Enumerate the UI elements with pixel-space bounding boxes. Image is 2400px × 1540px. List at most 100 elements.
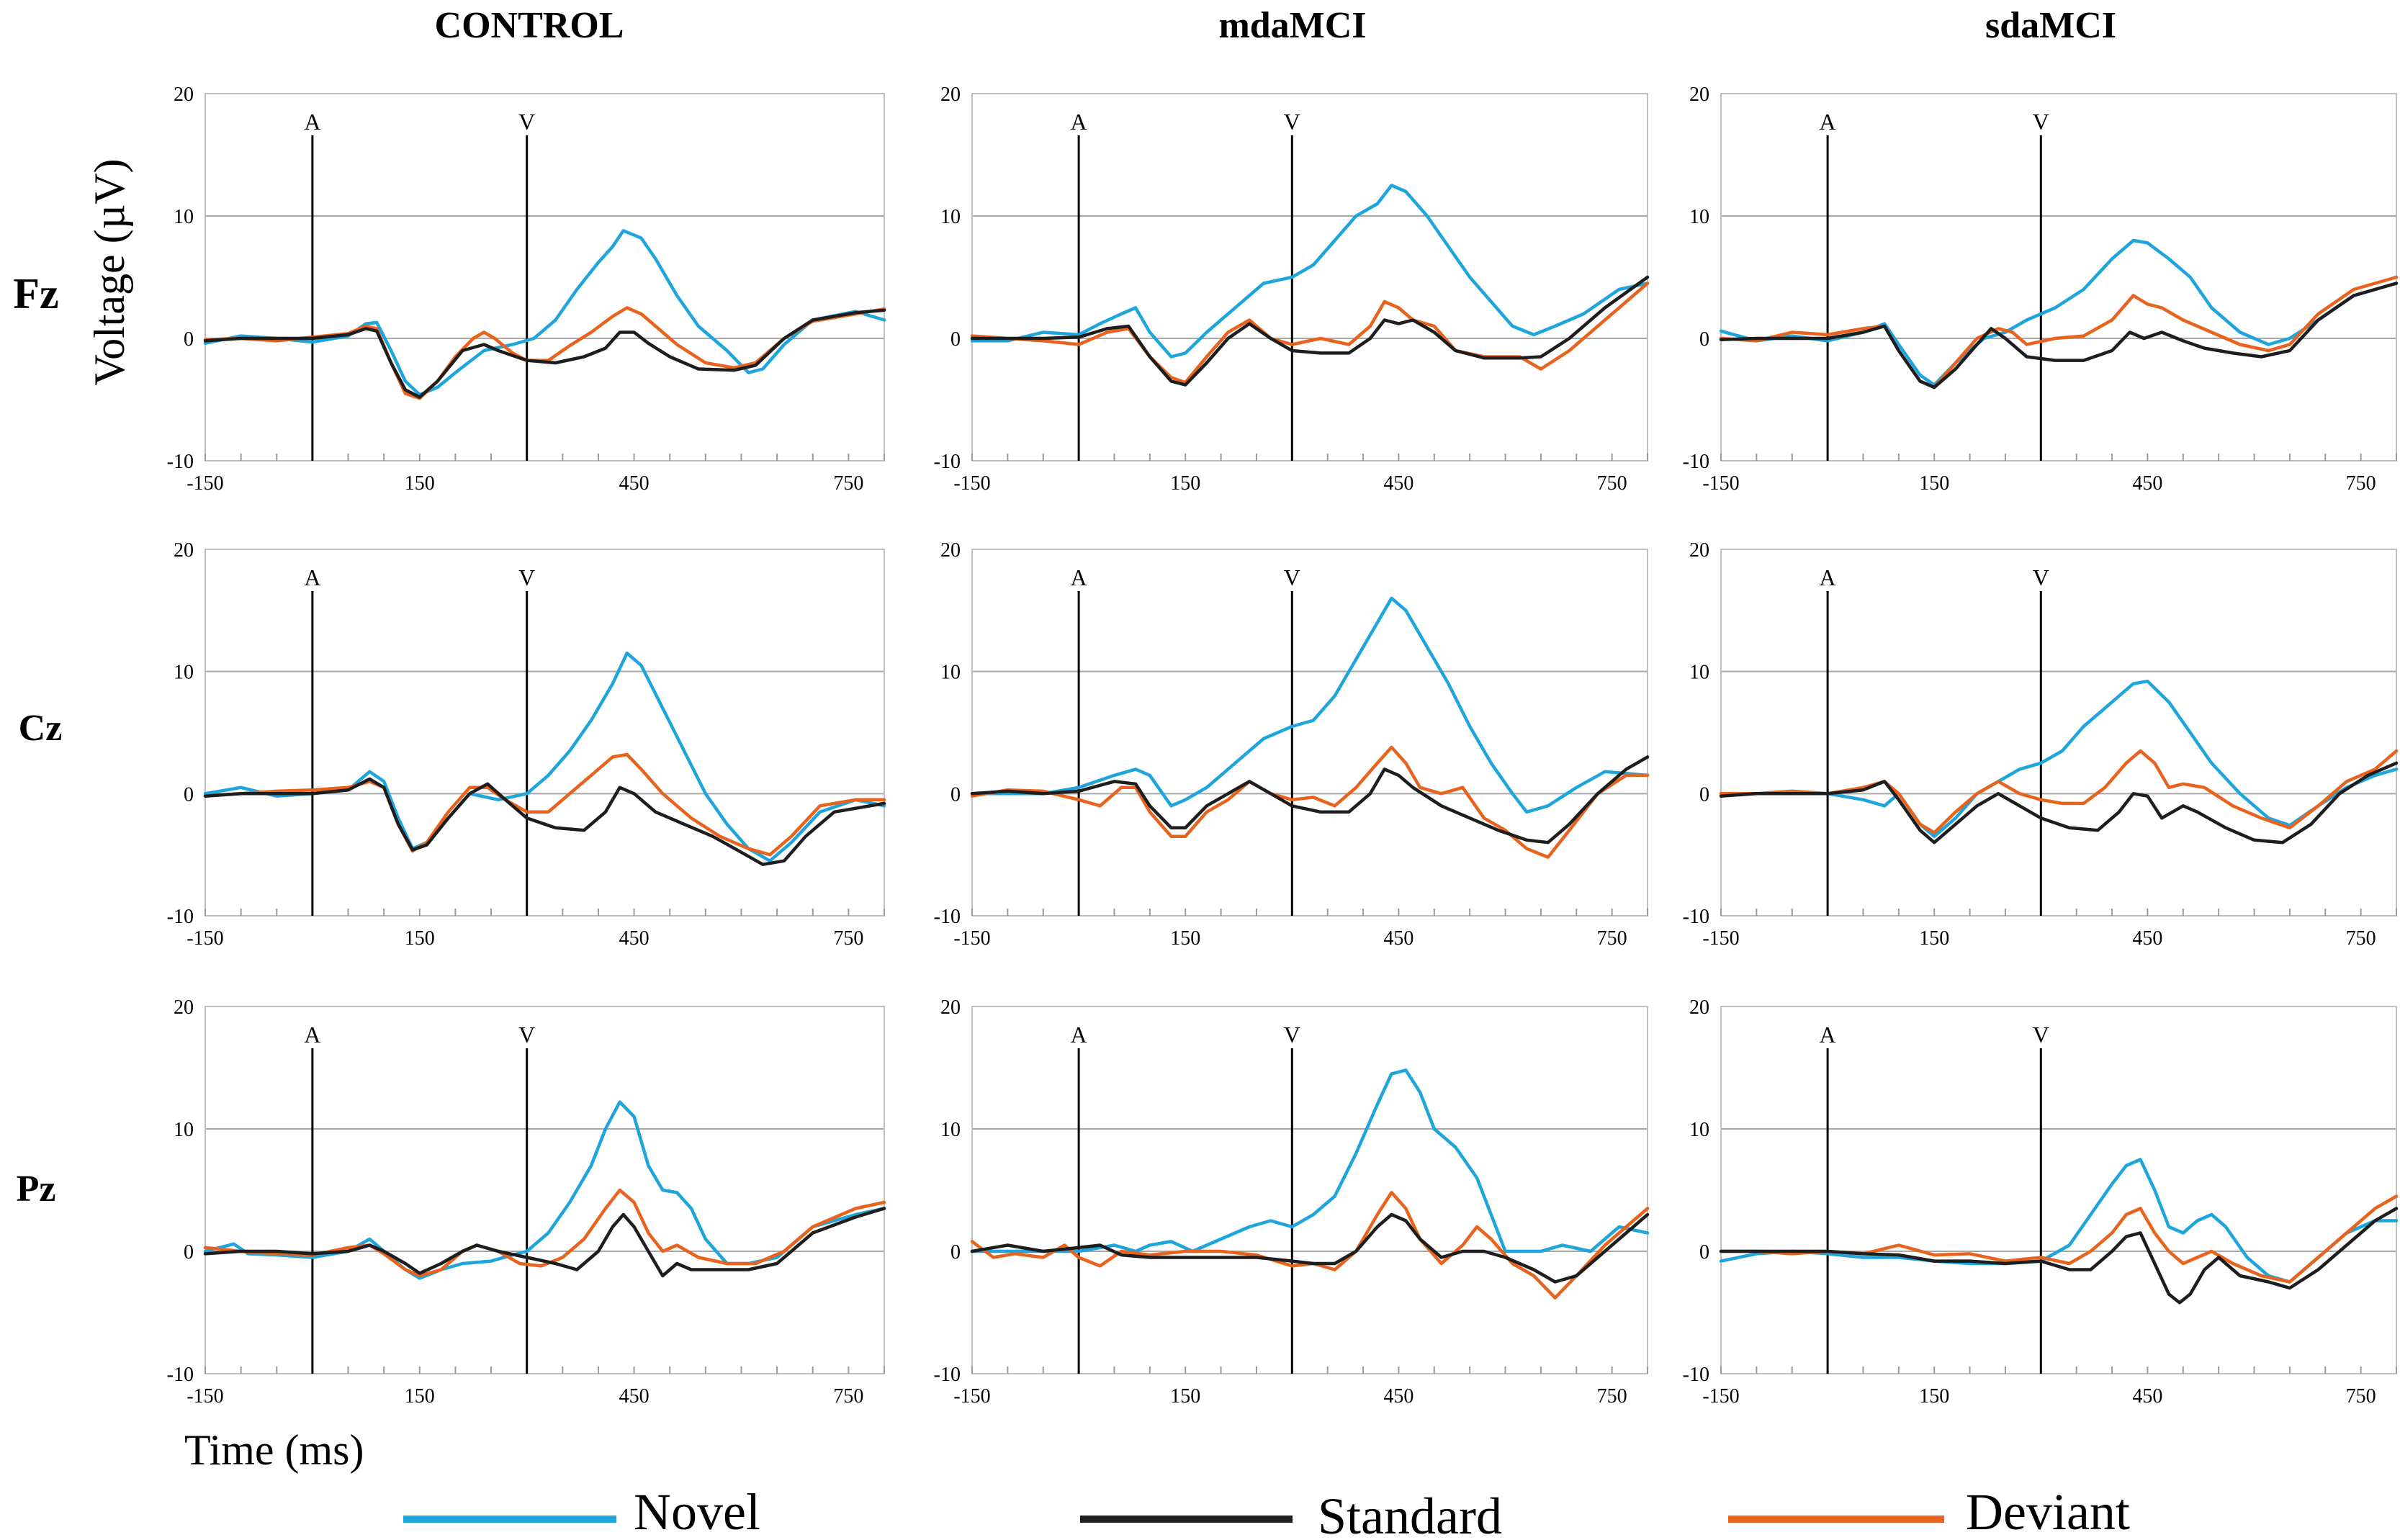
x-tick-label: 450 [1383, 472, 1414, 495]
marker-label-a: A [1071, 564, 1087, 590]
x-tick-label: -150 [186, 1385, 223, 1408]
x-tick-label: 150 [1170, 472, 1200, 495]
series-standard [970, 755, 1650, 845]
panel-mdamci-pz: -150 150 450 750 -10 0 10 20 A V [934, 996, 1650, 1408]
x-tick-label: 450 [2132, 472, 2162, 495]
plot-frame [971, 1006, 1648, 1374]
marker-label-a: A [304, 564, 320, 590]
panel-control-fz: -150 150 450 750 -10 0 10 20 A V [167, 84, 886, 495]
marker-label-a: A [1820, 1022, 1836, 1048]
y-tick-label: -10 [167, 451, 194, 473]
y-tick-label: -10 [1683, 451, 1709, 473]
x-tick-label: 150 [405, 1385, 435, 1408]
series-deviant [1719, 1194, 2399, 1284]
y-tick-label: -10 [934, 906, 961, 928]
x-tick-label: 450 [2132, 927, 2162, 950]
y-tick-label: -10 [934, 451, 961, 473]
series-standard [203, 1207, 886, 1278]
series-novel [970, 596, 1650, 814]
x-tick-label: 150 [405, 927, 435, 950]
row-label-fz: Fz [13, 270, 58, 318]
x-tick-label: 450 [619, 472, 650, 495]
legend-label-deviant: Deviant [1966, 1483, 2130, 1540]
y-tick-label: 0 [184, 1241, 194, 1264]
x-tick-label: -150 [953, 927, 990, 950]
marker-label-v: V [2033, 1022, 2049, 1048]
series-standard [203, 777, 886, 866]
marker-label-a: A [304, 109, 320, 135]
y-tick-label: 0 [184, 328, 194, 351]
y-tick-label: 10 [1689, 662, 1709, 684]
y-tick-label: 20 [174, 84, 194, 106]
row-label-cz: Cz [19, 708, 63, 749]
x-tick-label: 750 [833, 927, 863, 950]
x-tick-label: 750 [2346, 1385, 2376, 1408]
y-tick-label: 0 [1699, 1241, 1709, 1264]
y-tick-label: 0 [950, 1241, 961, 1264]
y-tick-label: -10 [934, 1364, 961, 1386]
y-tick-label: -10 [1683, 1364, 1709, 1386]
x-tick-label: -150 [1702, 1385, 1739, 1408]
y-tick-label: 10 [940, 206, 961, 228]
x-tick-label: -150 [1702, 927, 1739, 950]
marker-label-a: A [1071, 109, 1087, 135]
x-tick-label: 750 [1597, 472, 1627, 495]
panel-sdamci-fz: -150 150 450 750 -10 0 10 20 A V [1683, 84, 2399, 495]
marker-label-v: V [2033, 564, 2049, 590]
marker-label-v: V [518, 564, 535, 590]
y-tick-label: 0 [1699, 783, 1709, 806]
marker-label-v: V [518, 109, 535, 135]
plot-frame [205, 93, 885, 461]
x-tick-label: 450 [1383, 1385, 1414, 1408]
marker-label-v: V [1284, 1022, 1300, 1048]
series-standard [970, 1212, 1650, 1284]
series-standard [203, 308, 886, 399]
marker-label-a: A [1071, 1022, 1087, 1048]
x-tick-label: -150 [1702, 472, 1739, 495]
series-novel [970, 1068, 1650, 1253]
y-axis-title: Voltage (µV) [86, 158, 133, 385]
column-title-mdamci: mdaMCI [1218, 5, 1366, 46]
legend-label-novel: Novel [634, 1483, 760, 1540]
panel-grid: -150 150 450 750 -10 0 10 20 A V -150 150 450 750 -10 0… [167, 84, 2399, 1408]
x-tick-label: -150 [186, 472, 223, 495]
plot-frame [971, 549, 1648, 917]
marker-label-a: A [1820, 564, 1836, 590]
x-tick-label: 750 [2346, 472, 2376, 495]
x-tick-label: 450 [619, 927, 650, 950]
y-tick-label: 10 [1689, 1119, 1709, 1141]
marker-label-v: V [2033, 109, 2049, 135]
y-tick-label: -10 [167, 906, 194, 928]
y-tick-label: 10 [940, 662, 961, 684]
x-tick-label: 450 [2132, 1385, 2162, 1408]
x-tick-label: -150 [186, 927, 223, 950]
series-standard [1719, 282, 2399, 389]
x-tick-label: 750 [1597, 1385, 1627, 1408]
panel-sdamci-pz: -150 150 450 750 -10 0 10 20 A V [1683, 996, 2399, 1408]
x-tick-label: -150 [953, 1385, 990, 1408]
y-tick-label: 20 [1689, 996, 1709, 1019]
marker-label-v: V [1284, 564, 1300, 590]
plot-frame [205, 549, 885, 917]
panel-sdamci-cz: -150 150 450 750 -10 0 10 20 A V [1683, 539, 2399, 950]
y-tick-label: 0 [184, 783, 194, 806]
x-tick-label: 750 [833, 472, 863, 495]
panel-control-cz: -150 150 450 750 -10 0 10 20 A V [167, 539, 886, 950]
x-tick-label: 150 [1919, 1385, 1949, 1408]
y-tick-label: 10 [940, 1119, 961, 1141]
y-tick-label: 20 [940, 84, 961, 106]
y-tick-label: -10 [167, 1364, 194, 1386]
y-tick-label: 10 [174, 206, 194, 228]
y-tick-label: 20 [940, 996, 961, 1019]
marker-label-v: V [518, 1022, 535, 1048]
panel-mdamci-cz: -150 150 450 750 -10 0 10 20 A V [934, 539, 1650, 950]
series-deviant [1719, 275, 2399, 389]
y-tick-label: 10 [174, 1119, 194, 1141]
x-tick-label: 750 [2346, 927, 2376, 950]
series-novel [1719, 679, 2399, 838]
series-standard [1719, 1207, 2399, 1305]
x-axis-title: Time (ms) [184, 1426, 364, 1474]
x-tick-label: 750 [833, 1385, 863, 1408]
y-tick-label: 20 [940, 539, 961, 562]
